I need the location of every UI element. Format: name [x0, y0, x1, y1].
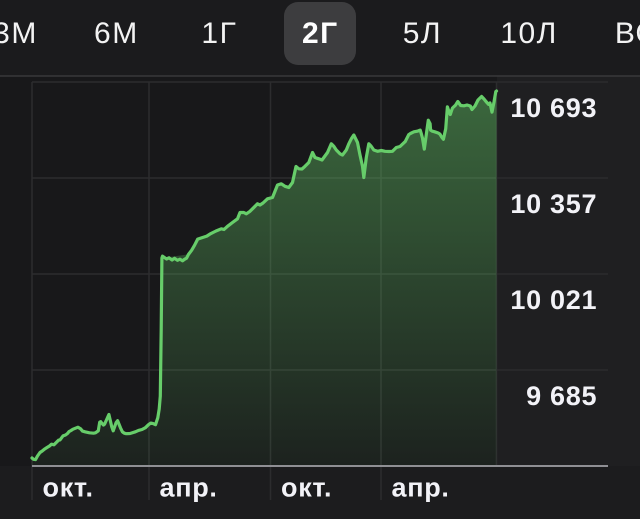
svg-text:апр.: апр.	[160, 473, 218, 503]
svg-text:9 685: 9 685	[526, 381, 597, 411]
svg-text:10 357: 10 357	[510, 189, 597, 219]
svg-text:апр.: апр.	[392, 473, 450, 503]
svg-text:окт.: окт.	[43, 473, 94, 503]
svg-text:окт.: окт.	[281, 473, 332, 503]
svg-text:10 021: 10 021	[510, 285, 597, 315]
svg-text:10 693: 10 693	[510, 93, 597, 123]
